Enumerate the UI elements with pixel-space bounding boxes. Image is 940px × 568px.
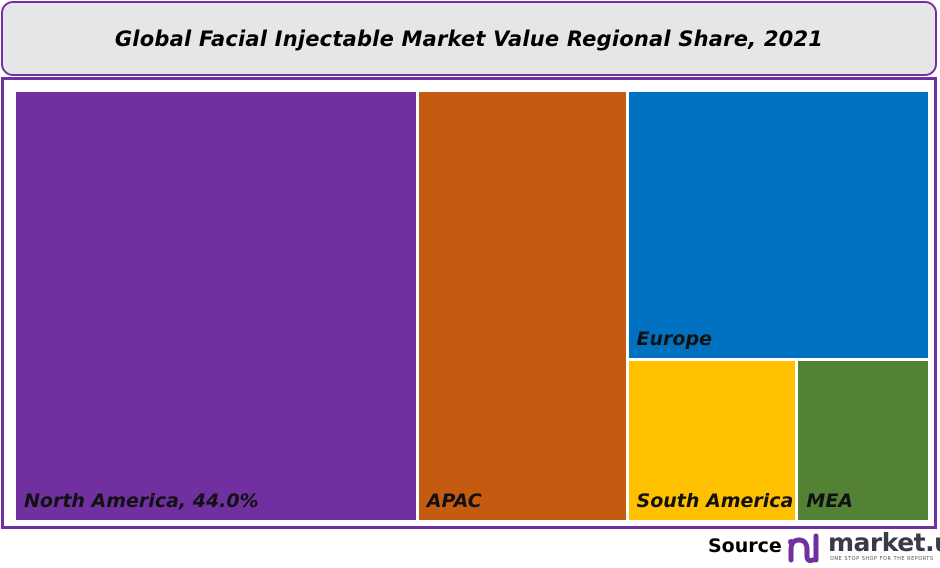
tile-label: South America (636, 489, 794, 512)
chart-title: Global Facial Injectable Market Value Re… (114, 26, 824, 51)
tile-south-america: South America (628, 360, 796, 520)
tile-label: APAC (426, 490, 482, 512)
tile-europe: Europe (628, 92, 928, 358)
tile-north-america: North America, 44.0% (16, 92, 416, 520)
tile-label: MEA (806, 489, 854, 512)
treemap: North America, 44.0% APAC Europe South Amer… (16, 92, 928, 520)
logo-text: market.us (828, 528, 940, 557)
chart-frame: North America, 44.0% APAC Europe South Amer… (1, 77, 937, 529)
tile-mea: MEA (798, 360, 928, 520)
tile-apac: APAC (418, 92, 626, 520)
source-label: Source (708, 535, 782, 557)
market-us-logo: market.us ONE STOP SHOP FOR THE REPORTS (786, 528, 940, 564)
logo-icon (788, 533, 819, 563)
title-box: Global Facial Injectable Market Value Re… (1, 1, 937, 76)
tile-label: North America, 44.0% (24, 490, 259, 512)
logo-tagline: ONE STOP SHOP FOR THE REPORTS (830, 556, 934, 562)
tile-label: Europe (636, 327, 712, 350)
